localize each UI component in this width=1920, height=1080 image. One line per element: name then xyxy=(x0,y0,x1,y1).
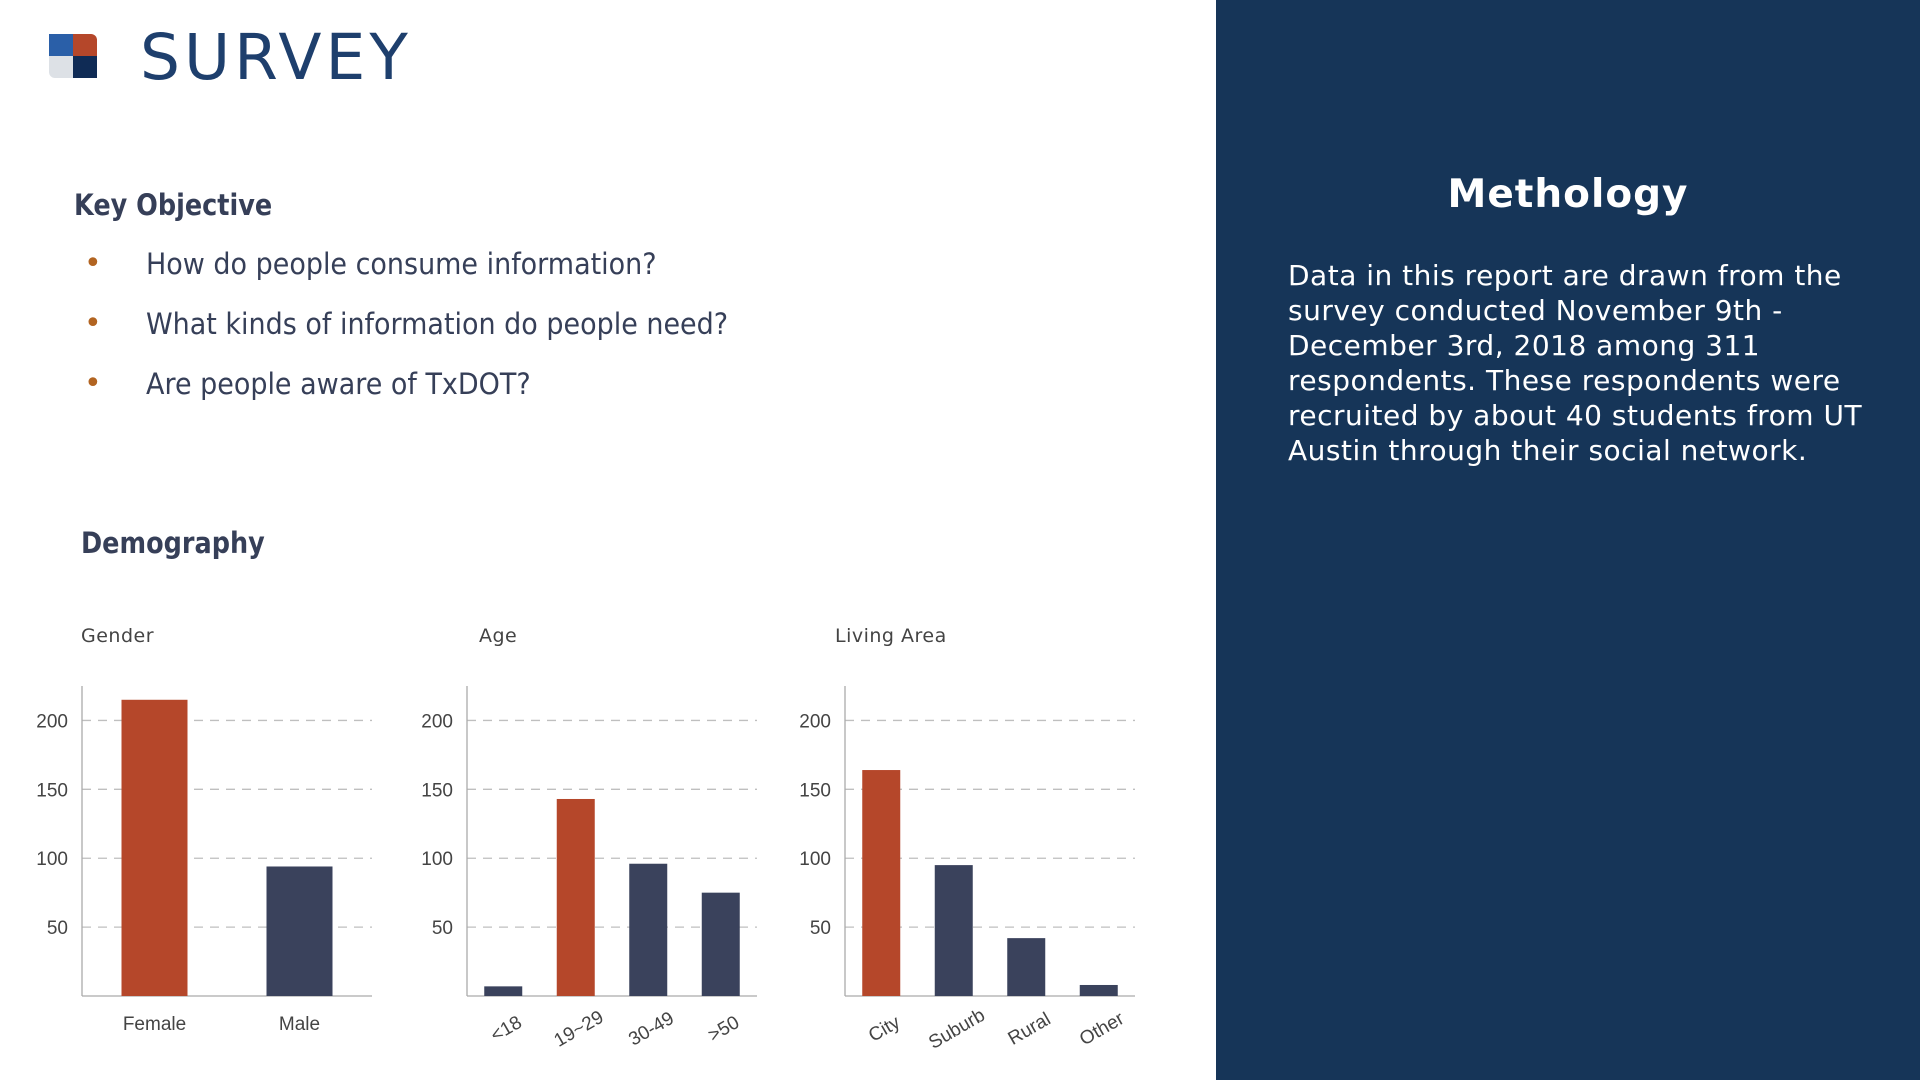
y-tick-label: 50 xyxy=(432,918,453,939)
y-tick-label: 150 xyxy=(421,780,453,801)
y-tick-label: 150 xyxy=(36,780,68,801)
bullet-icon: • xyxy=(84,306,102,341)
bar-30-49 xyxy=(629,863,668,996)
logo xyxy=(49,34,97,78)
bar--18 xyxy=(484,986,523,996)
logo-square-grey xyxy=(49,56,73,78)
key-objective-heading: Key Objective xyxy=(74,188,273,222)
x-tick-label: 30-49 xyxy=(625,1008,678,1050)
age-chart-title: Age xyxy=(479,625,518,647)
y-tick-label: 200 xyxy=(799,711,831,732)
demography-heading: Demography xyxy=(81,526,265,560)
logo-square-navy xyxy=(73,56,97,78)
bar-other xyxy=(1079,984,1118,996)
y-tick-label: 200 xyxy=(36,711,68,732)
age-chart: 50 100 150 200 <18 19~29 30-49 >50 xyxy=(421,686,757,1052)
methodology-title: Methology xyxy=(1447,172,1689,217)
x-tick-label: 19~29 xyxy=(551,1007,608,1052)
bar-rural xyxy=(1007,938,1046,996)
x-tick-label: Female xyxy=(123,1014,186,1035)
bar-19-29 xyxy=(556,798,595,996)
bar-female xyxy=(121,699,188,996)
bullet-icon: • xyxy=(84,366,102,401)
x-tick-label: Other xyxy=(1076,1008,1128,1050)
living-area-chart-title: Living Area xyxy=(835,625,947,647)
x-tick-label: Male xyxy=(279,1014,320,1035)
page-title: SURVEY xyxy=(140,21,412,94)
bullet-icon: • xyxy=(84,246,102,281)
y-tick-label: 50 xyxy=(810,918,831,939)
bar-city xyxy=(862,770,901,996)
x-tick-label: <18 xyxy=(487,1012,525,1046)
x-tick-label: >50 xyxy=(705,1012,743,1046)
list-item: • What kinds of information do people nee… xyxy=(78,302,772,362)
y-tick-label: 100 xyxy=(799,849,831,870)
bar--50 xyxy=(701,892,740,996)
bar-suburb xyxy=(934,865,973,996)
methodology-body: Data in this report are drawn from the s… xyxy=(1288,259,1863,467)
y-tick-label: 200 xyxy=(421,711,453,732)
methodology-panel: Methology Data in this report are drawn … xyxy=(1216,0,1920,1080)
y-tick-label: 100 xyxy=(421,849,453,870)
x-tick-label: City xyxy=(865,1012,904,1047)
list-item: • Are people aware of TxDOT? xyxy=(78,362,772,422)
y-tick-label: 50 xyxy=(47,918,68,939)
logo-square-orange xyxy=(73,34,97,56)
objective-text: How do people consume information? xyxy=(146,247,657,281)
objectives-list: • How do people consume information? • Wha… xyxy=(78,242,772,422)
logo-square-blue xyxy=(49,34,73,56)
bar-male xyxy=(266,866,333,996)
y-tick-label: 150 xyxy=(799,780,831,801)
living-area-chart: 50 100 150 200 City Suburb Rural Other xyxy=(799,686,1135,1054)
gender-chart-title: Gender xyxy=(81,625,155,647)
y-tick-label: 100 xyxy=(36,849,68,870)
gender-chart: 50 100 150 200 Female Male xyxy=(36,686,372,1035)
x-tick-label: Rural xyxy=(1005,1009,1055,1050)
x-tick-label: Suburb xyxy=(925,1005,989,1054)
objective-text: Are people aware of TxDOT? xyxy=(146,367,531,401)
objective-text: What kinds of information do people need… xyxy=(146,307,729,341)
list-item: • How do people consume information? xyxy=(78,242,772,302)
